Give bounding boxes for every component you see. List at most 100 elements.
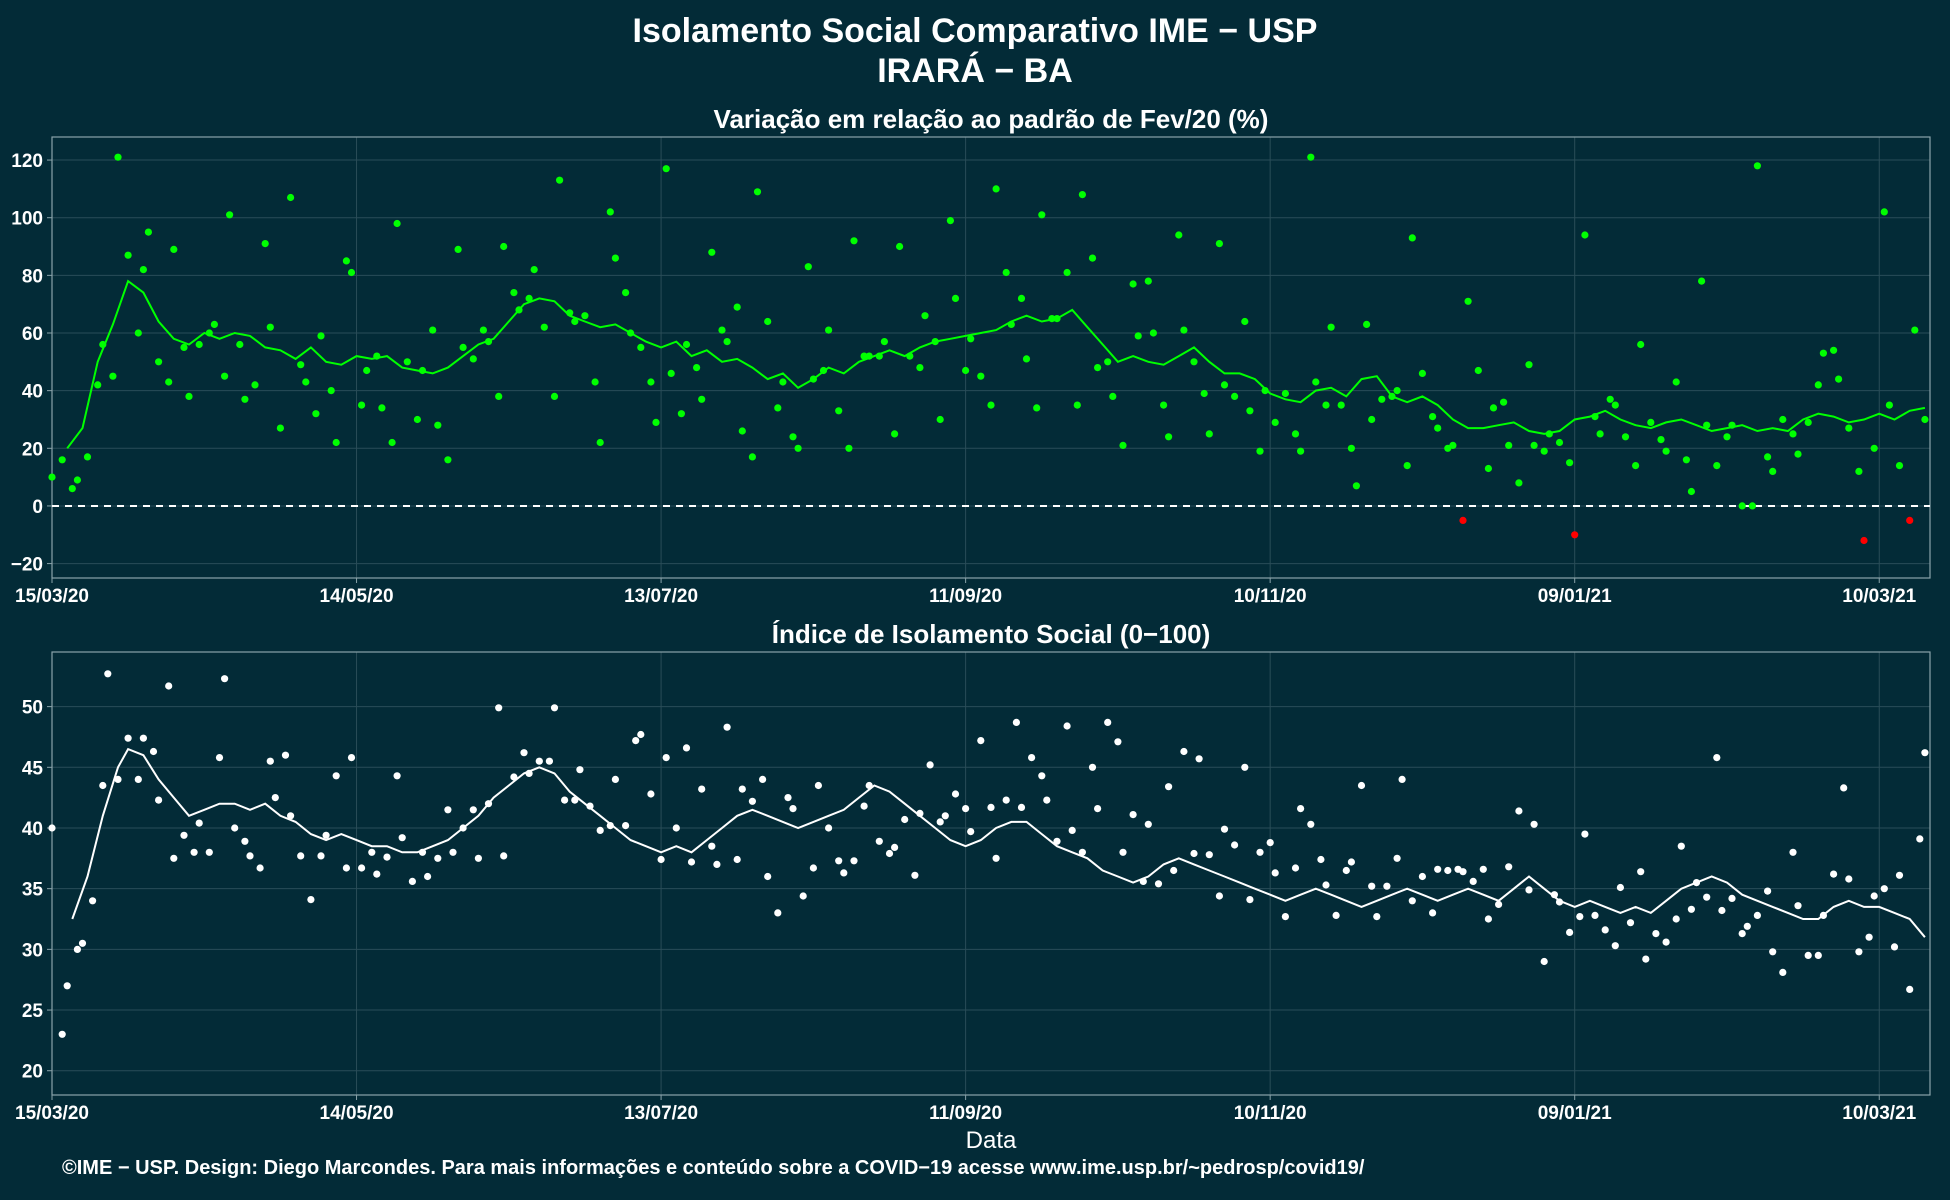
index-point xyxy=(814,781,823,790)
variation-point xyxy=(1327,323,1335,331)
variation-point xyxy=(266,323,274,331)
index-point xyxy=(73,945,81,954)
variation-point xyxy=(251,381,259,389)
variation-point xyxy=(302,378,310,386)
index-point xyxy=(1342,866,1350,875)
index-point xyxy=(1728,894,1736,903)
variation-point xyxy=(946,217,955,225)
index-point xyxy=(287,812,295,820)
variation-point xyxy=(1505,441,1513,449)
variation-point xyxy=(835,407,843,415)
index-point xyxy=(1865,933,1873,941)
variation-point xyxy=(144,228,152,236)
variation-point xyxy=(723,338,731,346)
index-point xyxy=(1038,772,1046,780)
index-point xyxy=(347,754,356,762)
index-point xyxy=(231,824,239,832)
index-point xyxy=(424,872,432,881)
index-point xyxy=(1611,942,1619,950)
index-point xyxy=(1195,755,1203,763)
variation-point xyxy=(210,320,218,328)
index-point xyxy=(1043,796,1051,804)
variation-point xyxy=(317,332,325,340)
panel-1: Variação em relação ao padrão de Fev/20 … xyxy=(11,104,1931,607)
variation-point xyxy=(1672,378,1680,386)
index-point xyxy=(682,744,691,752)
index-point xyxy=(398,834,406,842)
index-point xyxy=(1525,886,1533,894)
index-point xyxy=(1515,807,1523,815)
index-point xyxy=(434,854,442,862)
index-point xyxy=(1906,985,1914,994)
variation-point xyxy=(1429,413,1437,421)
index-point xyxy=(271,794,279,802)
variation-point xyxy=(540,323,548,331)
index-point xyxy=(1687,905,1695,913)
variation-point xyxy=(1048,315,1056,323)
variation-point xyxy=(1149,329,1157,337)
variation-point xyxy=(1835,375,1843,383)
index-point xyxy=(875,837,883,845)
variation-point xyxy=(58,456,66,464)
variation-point xyxy=(469,355,477,363)
index-point xyxy=(1890,943,1899,951)
variation-point xyxy=(1698,277,1706,285)
index-point xyxy=(1804,951,1812,960)
variation-point xyxy=(1819,349,1827,357)
index-point xyxy=(332,772,340,780)
index-point xyxy=(951,790,960,798)
index-point xyxy=(967,828,975,836)
index-point xyxy=(1139,877,1147,886)
index-point xyxy=(1408,897,1416,905)
variation-point xyxy=(434,421,442,429)
variation-point xyxy=(627,329,635,337)
index-point xyxy=(1870,892,1878,900)
index-point xyxy=(165,682,173,690)
index-point xyxy=(1429,909,1437,917)
variation-point xyxy=(124,251,132,259)
variation-point xyxy=(1393,387,1401,395)
variation-point xyxy=(789,433,797,441)
variation-point xyxy=(525,294,533,302)
variation-point xyxy=(733,303,741,311)
index-point xyxy=(246,852,254,860)
variation-point xyxy=(73,476,81,484)
index-point xyxy=(1246,896,1254,904)
variation-point xyxy=(1464,297,1472,305)
index-point xyxy=(342,864,350,872)
y-tick-label: 80 xyxy=(22,266,43,287)
variation-point xyxy=(1555,438,1564,447)
y-tick-label: 45 xyxy=(22,758,44,779)
variation-point xyxy=(180,343,188,351)
variation-point xyxy=(139,266,147,274)
index-point xyxy=(1713,754,1721,762)
variation-point xyxy=(1525,361,1533,369)
variation-point xyxy=(342,257,350,265)
variation-point xyxy=(1484,464,1492,473)
variation-point xyxy=(358,401,366,409)
index-point xyxy=(657,855,665,864)
variation-point xyxy=(155,358,163,366)
index-point xyxy=(1591,911,1599,920)
index-point xyxy=(459,824,467,832)
variation-point xyxy=(1804,418,1812,426)
index-point xyxy=(449,848,457,856)
index-point xyxy=(1347,858,1355,866)
variation-point xyxy=(682,340,691,349)
variation-point xyxy=(693,364,701,372)
index-point xyxy=(891,843,899,852)
x-tick-label: 11/09/20 xyxy=(929,1103,1002,1124)
index-point xyxy=(205,848,213,856)
variation-point xyxy=(1682,456,1690,464)
index-point xyxy=(647,790,655,798)
variation-point xyxy=(1779,415,1787,424)
index-point xyxy=(723,723,731,731)
variation-point xyxy=(1530,441,1538,449)
variation-point xyxy=(1094,364,1102,372)
plot-frame xyxy=(51,651,1931,1096)
index-point xyxy=(1855,948,1863,956)
variation-point xyxy=(1845,424,1853,432)
index-point xyxy=(1576,913,1584,921)
index-point xyxy=(1129,811,1137,819)
